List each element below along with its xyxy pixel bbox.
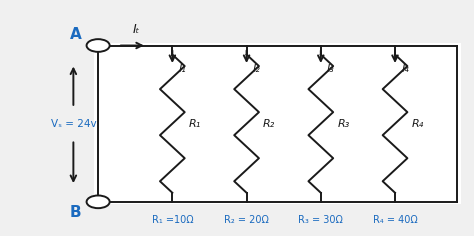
Bar: [94, 43, 461, 204]
Text: B: B: [70, 205, 81, 220]
Text: R₁: R₁: [189, 119, 201, 129]
Text: I₁: I₁: [179, 64, 186, 74]
Text: I₃: I₃: [327, 64, 335, 74]
Text: R₃: R₃: [337, 119, 349, 129]
Text: R₄ = 40Ω: R₄ = 40Ω: [373, 215, 418, 225]
Text: R₄: R₄: [411, 119, 424, 129]
Text: R₂ = 20Ω: R₂ = 20Ω: [224, 215, 269, 225]
Text: Vₛ = 24v: Vₛ = 24v: [51, 119, 96, 129]
Circle shape: [87, 195, 109, 208]
Text: A: A: [70, 27, 82, 42]
Text: R₂: R₂: [263, 119, 275, 129]
Text: I₄: I₄: [401, 64, 409, 74]
Text: I₂: I₂: [253, 64, 261, 74]
Circle shape: [87, 39, 109, 52]
Text: Iₜ: Iₜ: [133, 23, 140, 36]
Text: R₁ =10Ω: R₁ =10Ω: [152, 215, 193, 225]
Text: R₃ = 30Ω: R₃ = 30Ω: [298, 215, 343, 225]
